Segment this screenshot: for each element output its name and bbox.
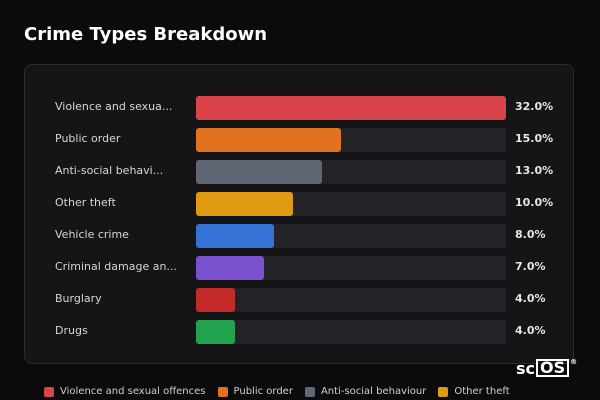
bar xyxy=(196,160,322,184)
legend-item: Public order xyxy=(217,386,293,397)
legend-item: Violence and sexual offences xyxy=(44,386,206,397)
bar-value-label: 15.0% xyxy=(515,132,554,145)
bar-label: Violence and sexua... xyxy=(55,100,173,113)
bar-label: Other theft xyxy=(55,196,116,209)
legend-swatch xyxy=(438,386,449,397)
bar-label: Vehicle crime xyxy=(55,228,129,241)
bar-label: Public order xyxy=(55,132,121,145)
bar-value-label: 10.0% xyxy=(515,196,554,209)
bar-row: Drugs 4.0% xyxy=(25,320,575,344)
bar-value-label: 4.0% xyxy=(515,324,546,337)
legend-swatch xyxy=(44,386,54,397)
bar-label: Criminal damage an... xyxy=(55,260,177,273)
legend-label: Violence and sexual offences xyxy=(60,386,206,397)
chart-panel: Violence and sexua... 32.0% Public order 15… xyxy=(24,64,574,364)
bar-track xyxy=(196,160,506,184)
bar xyxy=(196,256,264,280)
bar xyxy=(196,224,274,248)
bar-value-label: 32.0% xyxy=(515,100,554,113)
legend-item: Other theft xyxy=(438,386,510,397)
chart-legend: Violence and sexual offences Public order… xyxy=(44,386,510,397)
bar-track xyxy=(196,224,506,248)
logo-text-boxed: OS xyxy=(536,359,570,377)
bar xyxy=(196,192,293,216)
bar-track xyxy=(196,320,506,344)
bar-row: Vehicle crime 8.0% xyxy=(25,224,575,248)
brand-logo: sc OS ® xyxy=(516,358,577,378)
bar-row: Anti-social behavi... 13.0% xyxy=(25,160,575,184)
bar-value-label: 8.0% xyxy=(515,228,546,241)
bar-track xyxy=(196,288,506,312)
bar-row: Burglary 4.0% xyxy=(25,288,575,312)
bar-row: Violence and sexua... 32.0% xyxy=(25,96,575,120)
bar-value-label: 13.0% xyxy=(515,164,554,177)
bar-track xyxy=(196,192,506,216)
logo-text-plain: sc xyxy=(516,358,536,378)
legend-label: Other theft xyxy=(454,386,510,397)
legend-swatch xyxy=(304,386,315,397)
chart-title: Crime Types Breakdown xyxy=(24,24,268,45)
bar xyxy=(196,288,235,312)
bar-label: Anti-social behavi... xyxy=(55,164,164,177)
bar xyxy=(196,128,341,152)
legend-swatch xyxy=(217,386,228,397)
bar xyxy=(196,96,506,120)
bar-track xyxy=(196,96,506,120)
legend-item: Anti-social behaviour xyxy=(304,386,427,397)
legend-label: Public order xyxy=(233,386,293,397)
bar-row: Public order 15.0% xyxy=(25,128,575,152)
bar-track xyxy=(196,256,506,280)
bar-label: Burglary xyxy=(55,292,102,305)
bar-label: Drugs xyxy=(55,324,88,337)
bar xyxy=(196,320,235,344)
legend-label: Anti-social behaviour xyxy=(320,386,427,397)
logo-registered-mark: ® xyxy=(570,358,578,366)
bar-row: Criminal damage an... 7.0% xyxy=(25,256,575,280)
bar-track xyxy=(196,128,506,152)
bar-value-label: 4.0% xyxy=(515,292,546,305)
bar-row: Other theft 10.0% xyxy=(25,192,575,216)
bar-value-label: 7.0% xyxy=(515,260,546,273)
